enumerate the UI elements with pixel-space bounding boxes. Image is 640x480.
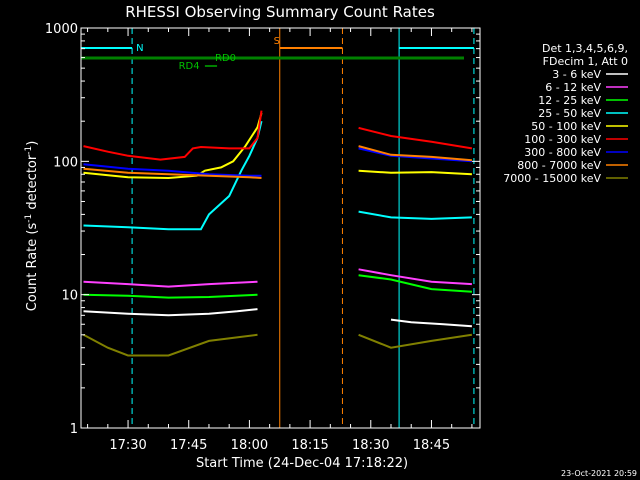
x-tick-label-2: 18:00 <box>231 438 268 453</box>
y-tick-label-1: 10 <box>61 289 78 304</box>
legend-header-0: Det 1,3,4,5,6,9, <box>542 42 628 55</box>
annotation-s: S <box>274 36 280 47</box>
legend-label-3: 25 - 50 keV <box>538 107 601 120</box>
x-tick-label-0: 17:30 <box>109 438 146 453</box>
legend: Det 1,3,4,5,6,9,FDecim 1, Att 03 - 6 keV… <box>503 42 628 185</box>
legend-label-4: 50 - 100 keV <box>531 120 601 133</box>
series-line-3-segment-0 <box>83 120 263 231</box>
legend-label-2: 12 - 25 keV <box>538 94 601 107</box>
series-line-2-segment-1 <box>358 274 472 293</box>
series-line-1-segment-0 <box>83 280 258 288</box>
legend-header-1: FDecim 1, Att 0 <box>543 55 628 68</box>
x-tick-label-3: 18:15 <box>291 438 328 453</box>
x-tick-label-5: 18:45 <box>413 438 450 453</box>
series-line-5-segment-0 <box>83 110 263 161</box>
annotation-n: N <box>136 43 143 54</box>
series-line-8-segment-0 <box>83 333 258 357</box>
series-line-1-segment-1 <box>358 268 472 286</box>
series-line-4-segment-1 <box>358 169 472 176</box>
x-tick-label-4: 18:30 <box>352 438 389 453</box>
annotation-rd4: RD4 <box>179 61 200 72</box>
y-tick-label-0: 1 <box>70 422 78 437</box>
series-line-6-segment-1 <box>358 147 472 163</box>
y-axis-label-sup1: -1 <box>24 214 34 223</box>
legend-label-5: 100 - 300 keV <box>524 133 601 146</box>
y-axis-label-main: Count Rate (s <box>25 223 40 312</box>
legend-label-7: 800 - 7000 keV <box>517 159 601 172</box>
y-tick-label-3: 1000 <box>45 22 78 37</box>
series-line-4-segment-0 <box>83 112 263 180</box>
series-line-5-segment-1 <box>358 126 473 150</box>
y-axis-label-mid: detector <box>25 154 40 214</box>
timestamp: 23-Oct-2021 20:59 <box>561 469 637 478</box>
series-line-6-segment-0 <box>83 163 262 177</box>
legend-label-1: 6 - 12 keV <box>545 81 601 94</box>
legend-label-8: 7000 - 15000 keV <box>503 172 601 185</box>
y-axis-label: Count Rate (s-1 detector-1) <box>24 141 40 312</box>
series-line-2-segment-0 <box>83 293 258 299</box>
y-axis-label-sup2: -1 <box>24 146 34 155</box>
y-axis-label-end: ) <box>25 141 40 146</box>
plot-area: N S RD0 RD4 1 10 100 1000 17:30 17:45 18:00 18:15 18… <box>45 22 481 453</box>
x-tick-label-1: 17:45 <box>170 438 207 453</box>
series-line-3-segment-1 <box>358 210 472 220</box>
series-line-7-segment-1 <box>358 145 472 162</box>
legend-label-6: 300 - 800 keV <box>524 146 601 159</box>
annotation-rd0: RD0 <box>215 53 236 64</box>
chart-title: RHESSI Observing Summary Count Rates <box>125 3 435 21</box>
plot-frame <box>80 27 481 429</box>
legend-label-0: 3 - 6 keV <box>552 68 601 81</box>
series-line-0-segment-0 <box>83 308 258 317</box>
y-tick-label-2: 100 <box>53 155 78 170</box>
x-axis-label: Start Time (24-Dec-04 17:18:22) <box>196 456 408 471</box>
series-line-7-segment-0 <box>83 167 262 179</box>
series-line-0-segment-1 <box>390 318 472 328</box>
series-line-8-segment-1 <box>358 333 473 349</box>
